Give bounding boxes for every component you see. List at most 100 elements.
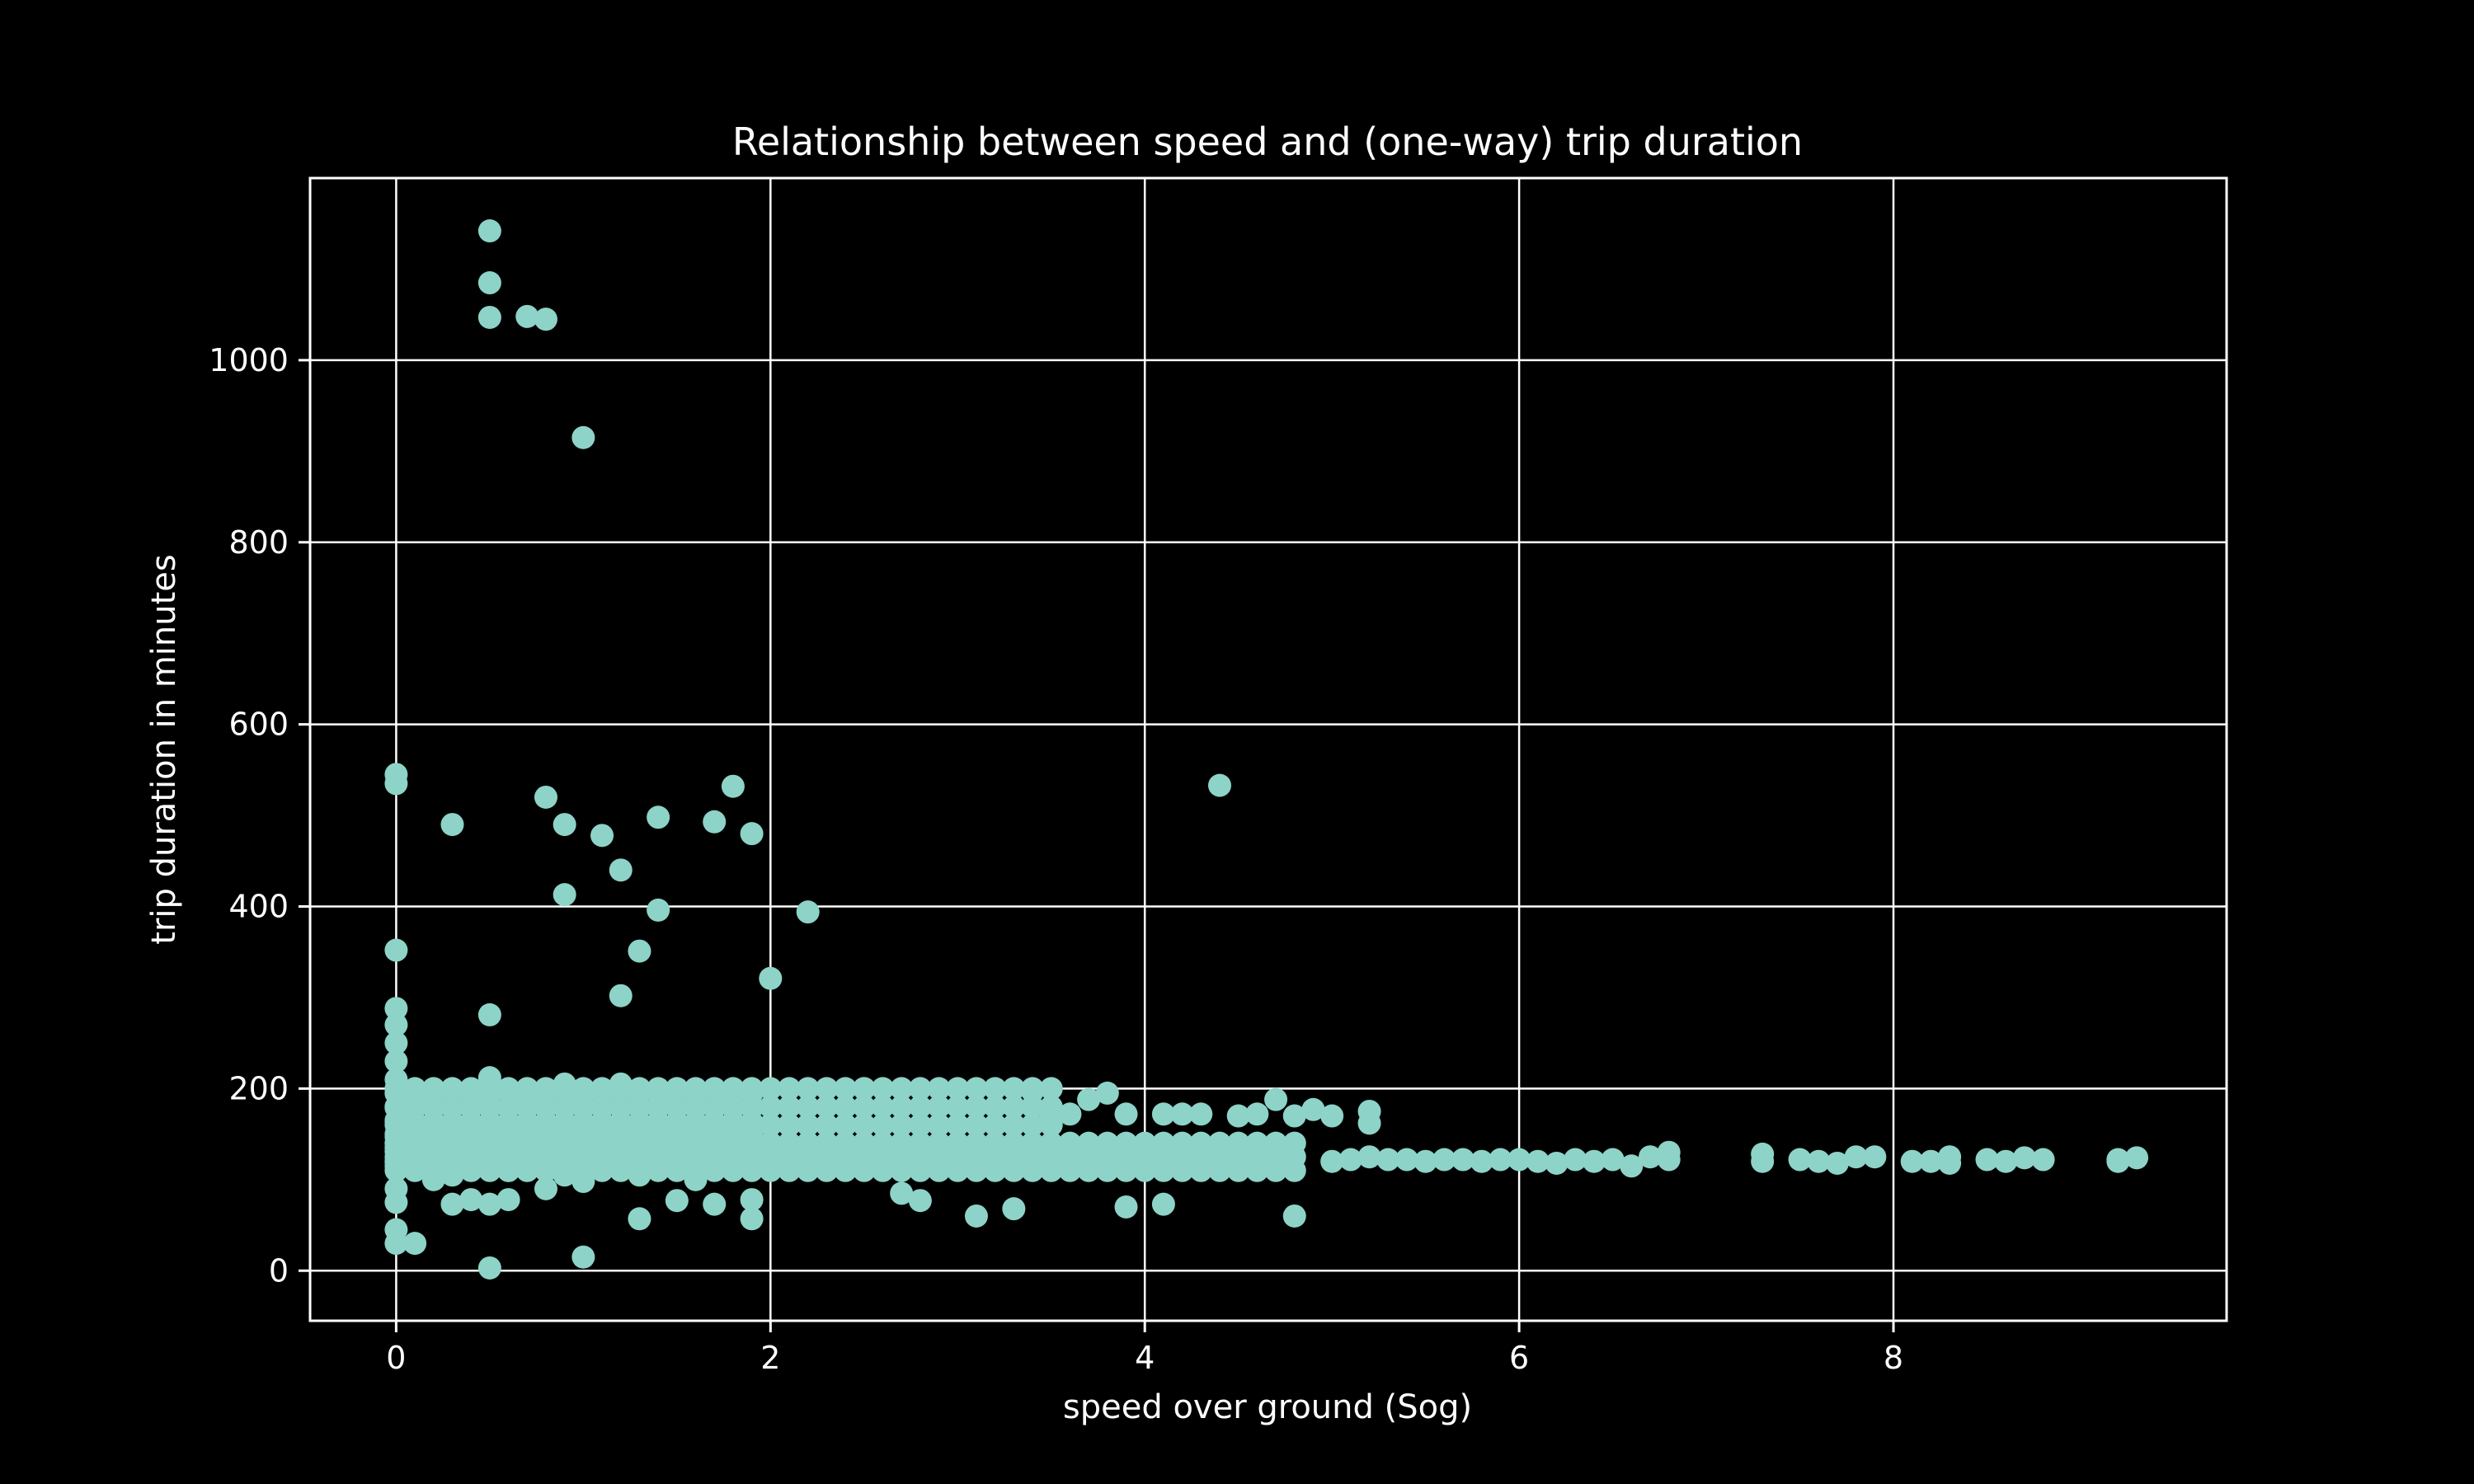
data-point	[834, 1131, 858, 1155]
data-point	[628, 1163, 651, 1187]
data-point	[834, 1095, 858, 1119]
data-point	[1207, 773, 1231, 797]
data-point	[647, 898, 670, 922]
data-point	[759, 1113, 783, 1137]
data-point	[1002, 1131, 1026, 1155]
data-point	[477, 1066, 501, 1090]
data-point	[1620, 1154, 1644, 1178]
data-point	[496, 1081, 520, 1105]
data-point	[1357, 1111, 1381, 1135]
data-point	[703, 810, 727, 834]
y-axis-label: trip duration in minutes	[145, 554, 183, 944]
data-point	[1320, 1149, 1344, 1173]
data-point	[384, 1050, 408, 1073]
data-point	[721, 774, 745, 798]
data-point	[1039, 1149, 1063, 1173]
data-point	[1264, 1087, 1288, 1111]
data-point	[1376, 1148, 1400, 1172]
data-point	[1226, 1104, 1250, 1128]
data-point	[459, 1081, 483, 1105]
data-point	[946, 1095, 970, 1119]
data-point	[796, 1095, 820, 1119]
data-point	[628, 1081, 651, 1105]
data-point	[983, 1149, 1007, 1173]
data-point	[1095, 1131, 1119, 1155]
data-point	[403, 1081, 427, 1105]
data-point	[834, 1077, 858, 1101]
x-tick-label: 4	[1135, 1340, 1155, 1376]
data-point	[964, 1077, 988, 1101]
data-point	[946, 1149, 970, 1173]
plot-area-frame	[308, 176, 2228, 1322]
data-point	[384, 1232, 408, 1256]
data-point	[1245, 1102, 1269, 1126]
data-point	[1601, 1148, 1625, 1172]
data-point	[553, 813, 576, 837]
data-point	[1226, 1131, 1250, 1155]
data-point	[852, 1131, 876, 1155]
data-point	[796, 1077, 820, 1101]
data-point	[1807, 1149, 1831, 1173]
data-point	[1395, 1148, 1418, 1172]
data-point	[796, 900, 820, 924]
x-tick-label: 8	[1884, 1340, 1903, 1376]
data-point	[983, 1077, 1007, 1101]
data-point	[759, 966, 783, 990]
data-point	[1077, 1087, 1101, 1111]
data-point	[1077, 1131, 1101, 1155]
data-point	[890, 1149, 914, 1173]
data-point	[871, 1113, 895, 1137]
data-point	[496, 1188, 520, 1212]
data-point	[1301, 1097, 1325, 1121]
data-point	[628, 939, 651, 963]
data-point	[1432, 1148, 1456, 1172]
data-point	[665, 1189, 689, 1213]
data-point	[1021, 1079, 1045, 1103]
data-point	[1039, 1131, 1063, 1155]
y-tick-label: 0	[269, 1252, 289, 1289]
data-point	[1114, 1131, 1138, 1155]
data-point	[440, 813, 464, 837]
data-point	[553, 1072, 576, 1096]
data-point	[946, 1131, 970, 1155]
data-point	[946, 1077, 970, 1101]
data-point	[421, 1167, 445, 1191]
y-tick-label: 400	[228, 889, 289, 925]
data-point	[927, 1077, 951, 1101]
data-point	[852, 1077, 876, 1101]
data-point	[964, 1204, 988, 1228]
data-point	[1825, 1151, 1849, 1175]
data-point	[890, 1181, 914, 1205]
data-point	[515, 304, 539, 328]
data-point	[1638, 1145, 1662, 1169]
data-point	[534, 1176, 557, 1200]
data-point	[871, 1131, 895, 1155]
scatter-points	[384, 219, 2149, 1280]
data-point	[796, 1131, 820, 1155]
data-point	[721, 1081, 745, 1105]
data-point	[628, 1207, 651, 1231]
data-point	[440, 1163, 464, 1187]
data-point	[1002, 1149, 1026, 1173]
data-point	[927, 1149, 951, 1173]
data-point	[1582, 1149, 1606, 1173]
x-axis-label: speed over ground (Sog)	[1063, 1388, 1472, 1426]
data-point	[384, 1190, 408, 1214]
data-point	[796, 1113, 820, 1137]
data-point	[1451, 1148, 1475, 1172]
data-point	[778, 1077, 801, 1101]
data-point	[927, 1095, 951, 1119]
data-point	[1189, 1102, 1213, 1126]
data-point	[908, 1149, 932, 1173]
data-point	[1919, 1149, 1943, 1173]
data-point	[834, 1113, 858, 1137]
data-point	[1151, 1102, 1175, 1126]
axis-ticks: 0 2 4 6 8 0 200 400 600 800 1000	[209, 342, 1903, 1376]
data-point	[1002, 1113, 1026, 1137]
data-point	[1021, 1149, 1045, 1173]
y-tick-label: 800	[228, 524, 289, 561]
data-point	[1938, 1151, 1962, 1175]
data-point	[477, 1003, 501, 1026]
